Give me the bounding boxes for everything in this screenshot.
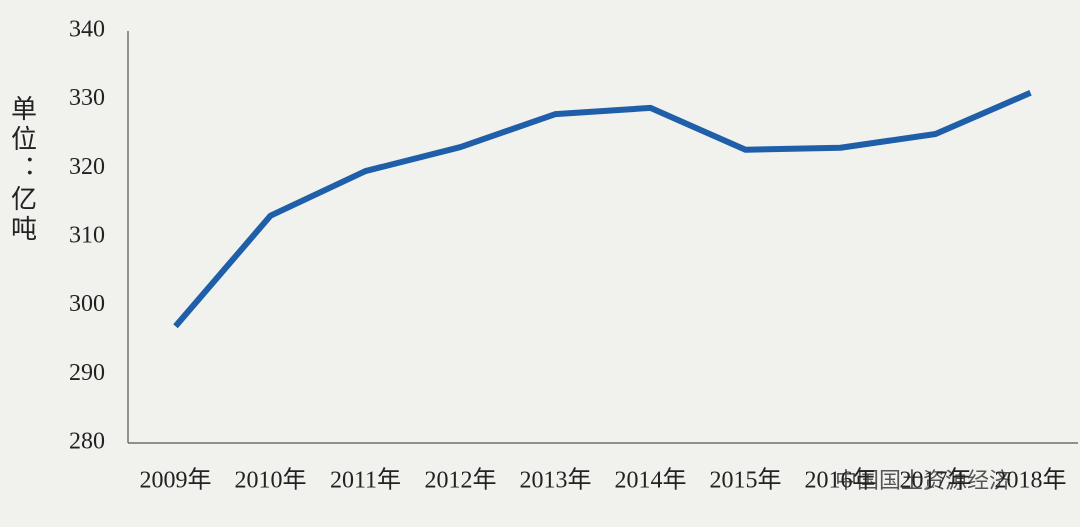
y-tick-label: 290 <box>69 360 105 386</box>
x-tick-label: 2016年 <box>805 467 877 494</box>
y-tick-label: 310 <box>69 223 105 249</box>
y-tick-label: 320 <box>69 154 105 180</box>
watermark: 中国国土资源经济 <box>835 469 1011 494</box>
y-tick-label: 340 <box>69 17 105 43</box>
y-tick-label: 280 <box>69 429 105 455</box>
x-tick-label: 2010年 <box>235 467 307 494</box>
x-tick-label: 2009年 <box>140 467 212 494</box>
x-tick-label: 2011年 <box>330 467 401 494</box>
x-tick-label: 2014年 <box>615 467 687 494</box>
y-axis-label: 单位：亿吨 <box>8 95 37 245</box>
y-tick-label: 330 <box>69 85 105 111</box>
x-tick-label: 2013年 <box>520 467 592 494</box>
x-tick-label: 2017年 <box>900 467 972 494</box>
x-tick-label: 2018年 <box>995 467 1067 494</box>
y-tick-label: 300 <box>69 291 105 317</box>
x-tick-label: 2012年 <box>425 467 497 494</box>
x-tick-label: 2015年 <box>710 467 782 494</box>
line <box>173 90 1032 329</box>
